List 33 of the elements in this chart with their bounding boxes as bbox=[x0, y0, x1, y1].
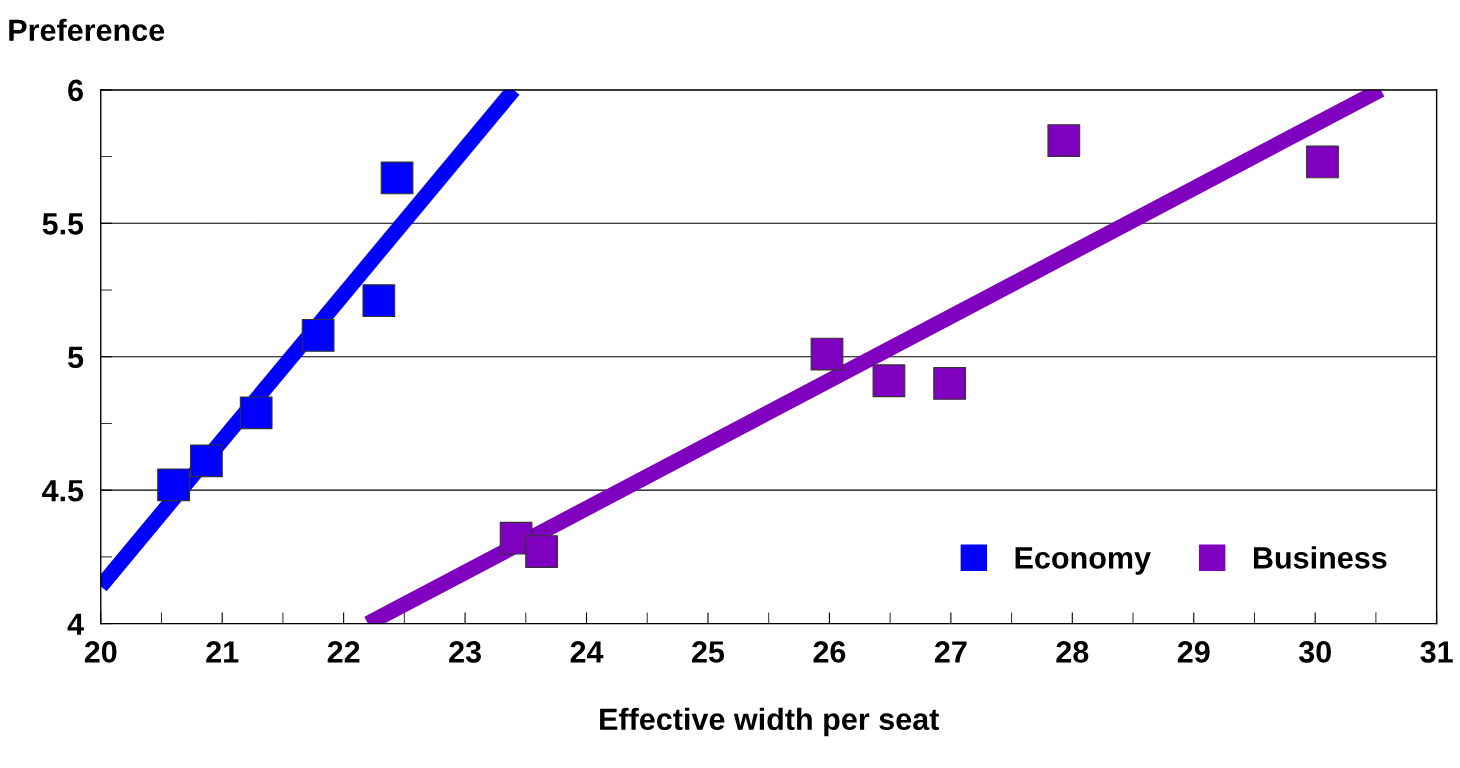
y-tick-label: 6 bbox=[68, 79, 83, 102]
point bbox=[933, 367, 967, 400]
x-tick-label: 29 bbox=[1177, 641, 1210, 663]
point bbox=[239, 396, 273, 430]
x-tick-label: 20 bbox=[84, 641, 117, 663]
x-tick-label: 26 bbox=[813, 641, 846, 663]
x-tick-label: 27 bbox=[934, 641, 967, 663]
y-tick-label: 4 bbox=[67, 613, 84, 635]
point bbox=[380, 161, 414, 195]
point bbox=[1047, 124, 1081, 157]
legend-label: Economy bbox=[1015, 547, 1151, 575]
x-tick-label: 30 bbox=[1298, 641, 1331, 663]
point bbox=[1306, 145, 1339, 179]
point bbox=[301, 318, 335, 352]
x-tick-label: 21 bbox=[206, 641, 239, 663]
x-axis-title: Effective width per seat bbox=[600, 707, 939, 737]
x-tick-label: 23 bbox=[449, 641, 481, 663]
x-tick-label: 31 bbox=[1420, 641, 1453, 663]
x-tick-label: 28 bbox=[1056, 641, 1089, 663]
x-tick-label: 22 bbox=[327, 641, 360, 663]
x-tick-label: 24 bbox=[570, 641, 604, 663]
point bbox=[157, 468, 190, 502]
point bbox=[872, 364, 906, 398]
x-tick-label: 25 bbox=[692, 641, 725, 663]
point bbox=[810, 337, 844, 371]
point bbox=[525, 535, 558, 568]
y-tick-label: 5.5 bbox=[42, 213, 84, 235]
y-axis-title: Preference bbox=[9, 18, 165, 42]
y-tick-label: 5 bbox=[68, 346, 84, 369]
point bbox=[190, 444, 223, 478]
y-tick-label: 4.5 bbox=[42, 480, 84, 502]
point bbox=[362, 284, 396, 318]
legend-label: Business bbox=[1253, 546, 1387, 569]
